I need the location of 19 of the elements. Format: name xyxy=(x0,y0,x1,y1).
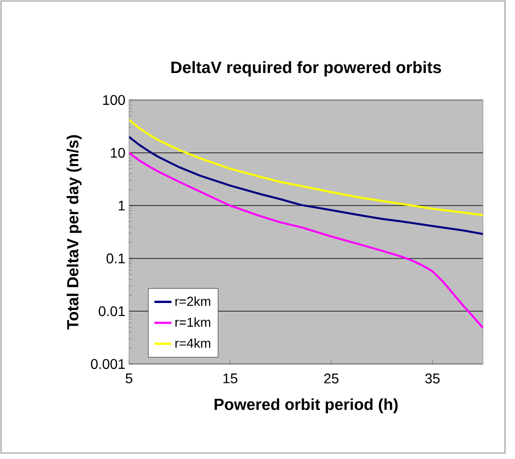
y-tick-label: 1 xyxy=(118,200,125,210)
y-tick-label: 100 xyxy=(103,95,125,105)
x-tick-label: 15 xyxy=(223,374,238,384)
x-tick-label: 25 xyxy=(324,374,338,384)
legend-label: r=4km xyxy=(175,338,210,348)
line-series xyxy=(129,118,483,216)
legend-label: r=2km xyxy=(175,296,210,306)
y-tick-label: 0.001 xyxy=(90,359,125,369)
y-axis-title: Total DeltaV per day (m/s) xyxy=(66,135,82,330)
y-tick-label: 0.1 xyxy=(106,253,125,264)
y-tick-label: 10 xyxy=(110,148,125,158)
legend-label: r=1km xyxy=(175,317,210,327)
chart-title: DeltaV required for powered orbits xyxy=(171,61,442,76)
y-tick-label: 0.01 xyxy=(98,306,125,316)
line-series xyxy=(129,136,483,235)
line-series xyxy=(129,152,483,330)
x-axis-title: Powered orbit period (h) xyxy=(214,398,398,414)
x-tick-label: 5 xyxy=(126,374,132,384)
x-tick-label: 35 xyxy=(425,374,440,384)
